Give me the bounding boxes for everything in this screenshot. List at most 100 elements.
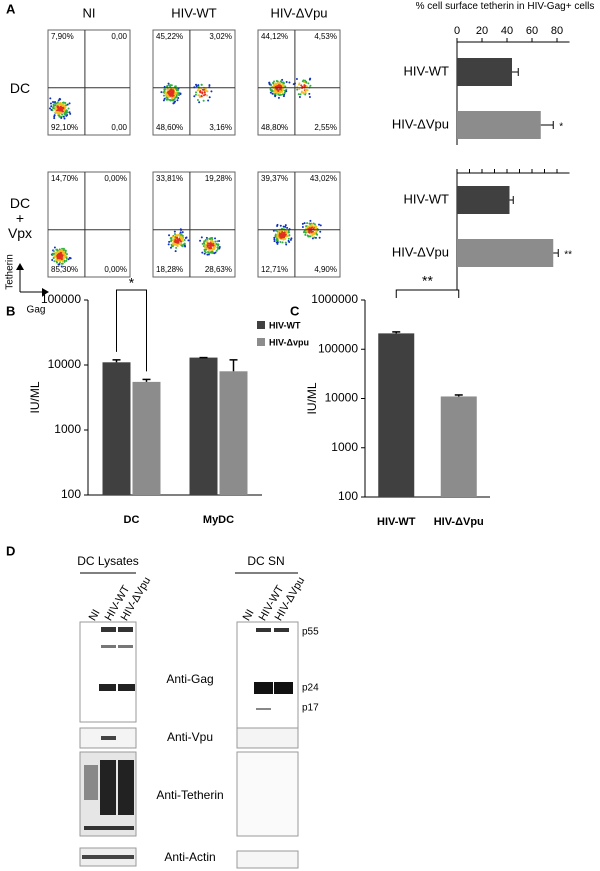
event-dot	[218, 245, 221, 248]
event-dot	[281, 90, 284, 93]
event-dot	[209, 251, 212, 254]
event-dot	[309, 219, 312, 222]
band	[118, 627, 133, 632]
column-label: NI	[83, 5, 96, 20]
event-dot	[179, 234, 182, 237]
event-dot	[172, 94, 175, 97]
y-tick-label: 10000	[325, 391, 359, 405]
band	[84, 826, 134, 830]
event-dot	[53, 255, 56, 258]
event-dot	[60, 258, 63, 261]
event-dot	[285, 90, 288, 93]
event-dot	[285, 81, 288, 84]
event-dot	[200, 94, 203, 97]
event-dot	[177, 241, 180, 244]
event-dot	[206, 247, 209, 250]
event-dot	[172, 243, 175, 246]
category-label: HIV-WT	[404, 191, 450, 206]
column-label: HIV-WT	[171, 5, 217, 20]
event-dot	[198, 94, 201, 97]
event-dot	[171, 235, 174, 238]
event-dot	[319, 230, 322, 233]
significance-bracket	[395, 289, 460, 298]
event-dot	[54, 108, 57, 111]
bar	[457, 186, 510, 214]
event-dot	[60, 116, 63, 119]
event-dot	[53, 260, 56, 263]
event-dot	[197, 84, 200, 87]
event-dot	[284, 224, 287, 227]
event-dot	[62, 256, 65, 259]
category-label: HIV-ΔVpu	[392, 116, 449, 131]
event-dot	[276, 234, 279, 237]
event-dot	[204, 239, 207, 242]
event-dot	[180, 242, 183, 245]
event-dot	[209, 246, 212, 249]
event-dot	[163, 97, 166, 100]
event-dot	[175, 246, 178, 249]
event-dot	[295, 78, 298, 81]
event-dot	[279, 224, 282, 227]
event-dot	[179, 92, 182, 95]
event-dot	[167, 82, 170, 85]
event-dot	[216, 248, 219, 251]
quadrant-percent: 43,02%	[310, 174, 337, 183]
legend-swatch	[257, 321, 265, 329]
event-dot	[273, 93, 276, 96]
event-dot	[57, 108, 60, 111]
event-dot	[214, 251, 217, 254]
event-dot	[166, 97, 169, 100]
quadrant-percent: 0,00	[111, 32, 127, 41]
event-dot	[61, 252, 64, 255]
event-dot	[281, 83, 284, 86]
y-tick-label: 10000	[48, 357, 82, 371]
event-dot	[168, 98, 171, 101]
event-dot	[57, 255, 60, 258]
event-dot	[209, 242, 212, 245]
event-dot	[318, 223, 321, 226]
quadrant-percent: 18,28%	[156, 265, 183, 274]
event-dot	[301, 80, 304, 83]
event-dot	[174, 85, 177, 88]
event-dot	[274, 94, 277, 97]
quadrant-percent: 39,37%	[261, 174, 288, 183]
event-dot	[200, 83, 203, 86]
band	[118, 760, 134, 815]
event-dot	[211, 241, 214, 244]
event-dot	[166, 84, 169, 87]
category-label: HIV-ΔVpu	[392, 244, 449, 259]
event-dot	[54, 111, 57, 114]
category-label: HIV-WT	[404, 63, 450, 78]
band	[118, 684, 135, 691]
event-dot	[298, 83, 301, 86]
event-dot	[206, 238, 209, 241]
event-dot	[281, 78, 284, 81]
event-dot	[181, 236, 184, 239]
event-dot	[66, 113, 69, 116]
blots: DC Lysates DC SN NI HIV-WT HIV-ΔVpu NI H…	[77, 554, 319, 869]
bar	[457, 58, 512, 86]
y-tick-label: 100000	[41, 292, 81, 306]
x-tick-label: 20	[476, 25, 488, 37]
event-dot	[168, 84, 171, 87]
event-dot	[201, 251, 204, 254]
event-dot	[197, 87, 200, 90]
event-dot	[280, 81, 283, 84]
event-dot	[306, 234, 309, 237]
event-dot	[274, 83, 277, 86]
event-dot	[287, 229, 290, 232]
event-dot	[217, 244, 220, 247]
event-dot	[64, 101, 67, 104]
event-dot	[279, 90, 282, 93]
blot-title: DC Lysates	[77, 554, 139, 568]
band	[101, 627, 116, 632]
quadrant-percent: 28,63%	[205, 265, 232, 274]
event-dot	[168, 234, 171, 237]
event-dot	[68, 102, 71, 105]
event-dot	[51, 259, 54, 262]
event-dot	[56, 261, 59, 264]
event-dot	[278, 233, 281, 236]
event-dot	[272, 82, 275, 85]
event-dot	[284, 85, 287, 88]
event-dot	[64, 106, 67, 109]
